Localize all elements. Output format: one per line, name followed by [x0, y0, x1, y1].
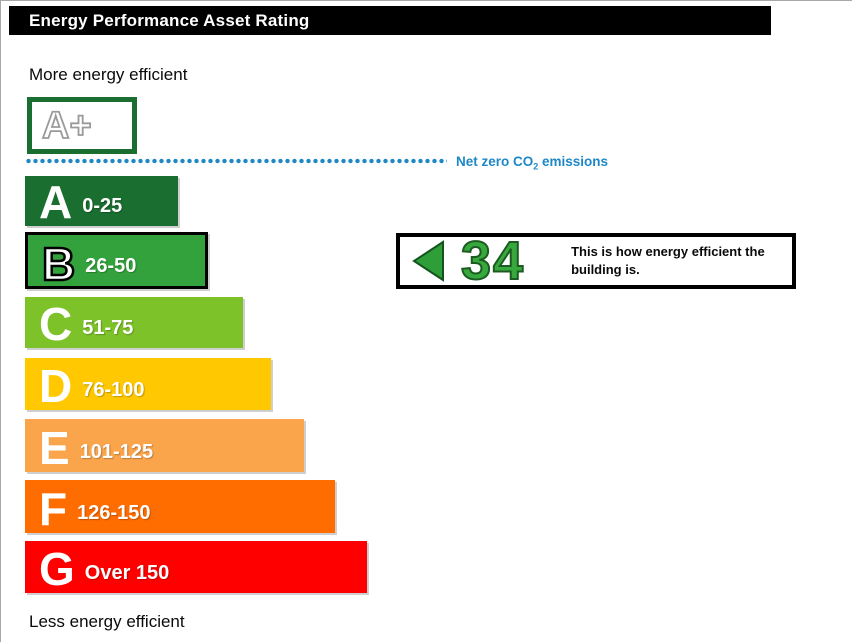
rating-arrow-icon: [412, 240, 444, 282]
net-zero-label: Net zero CO2 emissions: [456, 154, 608, 172]
net-zero-subscript: 2: [533, 161, 539, 172]
rating-description: This is how energy efficient the buildin…: [571, 243, 765, 277]
band-f-range: 126-150: [77, 502, 151, 524]
band-b: B 26-50: [25, 232, 208, 289]
band-f: F 126-150: [25, 480, 335, 533]
rating-indicator-box: 34 This is how energy efficient the buil…: [396, 233, 796, 289]
band-c-letter: C: [39, 297, 73, 350]
band-f-letter: F: [39, 482, 68, 535]
band-g-range: Over 150: [84, 562, 170, 584]
band-e-letter: E: [39, 421, 70, 474]
page-title: Energy Performance Asset Rating: [29, 10, 310, 30]
band-c-range: 51-75: [82, 317, 134, 339]
net-zero-text: Net zero CO: [456, 154, 534, 169]
band-c: C 51-75: [25, 297, 243, 348]
band-e-range: 101-125: [79, 441, 154, 463]
band-a-range: 0-25: [82, 195, 123, 217]
band-a: A 0-25: [25, 176, 178, 226]
header-bar: Energy Performance Asset Rating: [9, 6, 771, 35]
band-a-plus: A+: [27, 97, 137, 154]
band-a-plus-label: A+: [41, 104, 92, 147]
band-d-range: 76-100: [82, 379, 145, 401]
rating-value: 34: [460, 230, 526, 291]
band-g-letter: G: [39, 542, 75, 595]
less-efficient-label: Less energy efficient: [29, 612, 185, 631]
band-b-letter: B: [41, 237, 77, 290]
band-e: E 101-125: [25, 419, 304, 472]
more-efficient-label: More energy efficient: [29, 65, 188, 84]
band-b-range: 26-50: [85, 255, 137, 277]
band-a-letter: A: [39, 175, 73, 228]
band-g: G Over 150: [25, 541, 367, 593]
band-d: D 76-100: [25, 358, 271, 410]
net-zero-text-suffix: emissions: [538, 154, 609, 169]
net-zero-dotted-line: [25, 158, 447, 164]
band-d-letter: D: [39, 359, 73, 412]
